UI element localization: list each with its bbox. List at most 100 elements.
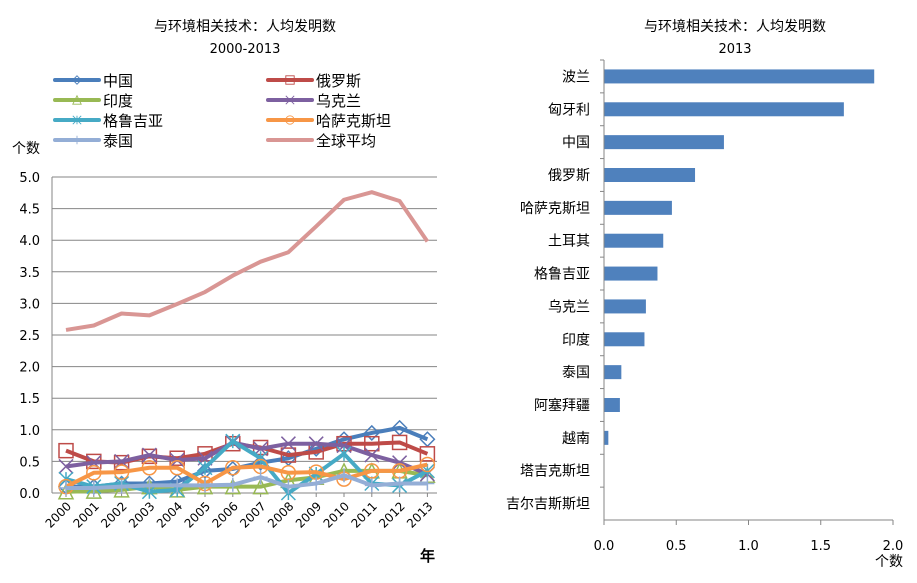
legend-label: 哈萨克斯坦	[316, 112, 391, 130]
y-tick-label: 1.5	[19, 392, 40, 407]
x-tick-label: 2008	[265, 499, 296, 530]
y-tick-label: 1.0	[19, 424, 40, 439]
y-tick-label: 3.5	[19, 266, 40, 281]
y-tick-label: 0.5	[19, 455, 40, 470]
line-chart-title: 与环境相关技术：人均发明数	[154, 19, 336, 35]
category-label: 塔吉克斯坦	[520, 464, 590, 480]
data-point	[391, 434, 408, 451]
y-tick-label: 5.0	[19, 171, 40, 186]
data-point	[419, 456, 436, 473]
data-point	[196, 462, 214, 479]
category-label: 波兰	[562, 69, 590, 85]
category-label: 哈萨克斯坦	[520, 201, 590, 217]
x-tick-label: 2.0	[883, 539, 904, 554]
y-tick-label: 2.0	[19, 361, 40, 376]
legend-marker	[72, 75, 82, 85]
data-point	[225, 459, 241, 476]
x-tick-label: 2000	[43, 499, 74, 530]
bar	[604, 398, 620, 412]
data-point	[337, 468, 351, 483]
data-point	[253, 470, 268, 485]
data-point	[336, 438, 352, 454]
data-point	[86, 465, 102, 481]
legend-label: 印度	[103, 92, 133, 110]
legend-label: 俄罗斯	[316, 72, 361, 90]
data-point	[86, 480, 101, 495]
y-tick-label: 3.0	[19, 297, 40, 312]
legend-marker	[72, 115, 82, 125]
x-tick-label: 2006	[209, 499, 240, 530]
bar	[604, 200, 672, 215]
legend-marker-icon	[72, 94, 82, 105]
data-point	[113, 464, 130, 480]
bar	[604, 299, 646, 314]
legend-label: 中国	[103, 72, 133, 90]
x-tick-label: 2003	[126, 499, 157, 530]
bar	[604, 332, 645, 347]
bar	[604, 233, 664, 248]
x-tick-label: 2010	[321, 499, 352, 530]
data-point	[253, 450, 269, 466]
bar	[604, 430, 609, 445]
legend-label: 格鲁吉亚	[103, 112, 163, 130]
x-tick-label: 2004	[154, 499, 185, 530]
data-point	[336, 446, 352, 462]
category-label: 土耳其	[548, 234, 590, 250]
bar-x-axis-label: 个数	[875, 554, 903, 570]
legend-marker-icon	[72, 75, 82, 85]
bar	[604, 135, 724, 150]
x-axis-label: 年	[420, 547, 435, 565]
category-label: 阿塞拜疆	[534, 397, 590, 414]
x-tick-label: 2013	[404, 499, 435, 530]
series-line	[65, 190, 430, 332]
data-point	[309, 476, 324, 491]
category-label: 泰国	[562, 365, 590, 381]
category-label: 越南	[562, 431, 590, 447]
category-label: 中国	[562, 135, 590, 151]
data-point	[420, 476, 435, 491]
series-6	[59, 468, 435, 495]
category-label: 吉尔吉斯斯坦	[506, 497, 590, 513]
x-tick-label: 2011	[348, 499, 379, 530]
data-point	[170, 478, 185, 493]
data-point	[364, 447, 380, 463]
data-point	[141, 447, 157, 463]
legend-marker-icon	[285, 115, 295, 125]
y-axis-label: 个数	[12, 141, 40, 157]
legend-label: 乌克兰	[316, 92, 361, 110]
legend-marker-icon	[285, 95, 295, 105]
y-tick-label: 2.5	[19, 329, 40, 344]
x-tick-label: 2001	[70, 499, 101, 530]
legend-marker	[285, 75, 295, 85]
line-chart-subtitle: 2000-2013	[210, 42, 281, 57]
data-point	[225, 433, 241, 449]
data-point	[141, 459, 158, 476]
data-point	[58, 458, 74, 474]
line-chart: 与环境相关技术：人均发明数 2000-2013 个数 年 0.0 0.5 1.0 1.…	[12, 19, 437, 565]
legend-marker	[285, 115, 295, 125]
bar	[604, 365, 622, 380]
legend-marker-icon	[72, 115, 82, 125]
legend-label: 全球平均	[316, 132, 376, 150]
bar	[604, 266, 658, 281]
data-point	[363, 424, 380, 442]
legend-marker	[285, 95, 295, 105]
data-point	[419, 446, 436, 462]
data-point	[57, 483, 75, 500]
y-tick-label: 4.5	[19, 203, 40, 218]
data-point	[114, 479, 129, 494]
data-point	[280, 436, 296, 452]
bar-chart: 与环境相关技术：人均发明数 2013 个数 波兰匈牙利中国俄罗斯哈萨克斯坦土耳其…	[506, 19, 903, 570]
legend-marker	[72, 135, 82, 145]
data-point	[308, 436, 324, 452]
bar	[604, 102, 844, 117]
data-point	[280, 447, 297, 463]
data-point	[281, 479, 296, 494]
data-point	[225, 477, 240, 492]
category-label: 印度	[562, 332, 590, 348]
data-point	[113, 481, 130, 498]
data-point	[392, 476, 407, 491]
legend-label: 泰国	[103, 132, 133, 150]
legend-marker-icon	[72, 135, 82, 145]
